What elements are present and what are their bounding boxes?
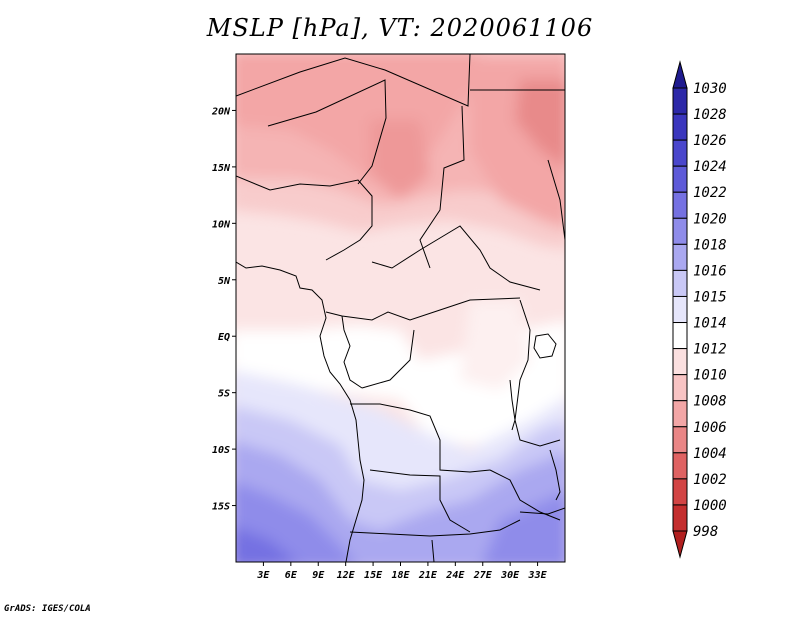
lon-tick-label: 33E bbox=[528, 570, 548, 581]
border-sahel bbox=[236, 175, 373, 261]
colorbar-swatch bbox=[672, 165, 688, 193]
colorbar-label: 1026 bbox=[693, 133, 727, 149]
colorbar-swatch bbox=[672, 452, 688, 480]
pressure-field bbox=[236, 54, 565, 562]
border-east bbox=[514, 299, 561, 447]
colorbar-label: 1024 bbox=[693, 159, 727, 175]
border-namibia bbox=[349, 519, 521, 537]
lon-tick-label: 18E bbox=[391, 570, 410, 581]
colorbar-swatch bbox=[672, 191, 688, 219]
colorbar-label: 1028 bbox=[693, 107, 727, 123]
border-niger-chad bbox=[267, 79, 387, 185]
border-mozambique bbox=[519, 507, 565, 515]
lat-tick-label: 10S bbox=[212, 445, 230, 456]
lat-tick-label: 15S bbox=[212, 502, 230, 513]
coastline-west bbox=[236, 261, 365, 562]
colorbar-label: 998 bbox=[693, 524, 718, 540]
colorbar-label: 1015 bbox=[693, 289, 727, 305]
border-car bbox=[371, 225, 541, 291]
border-gabon bbox=[341, 315, 363, 389]
nile-east bbox=[547, 159, 565, 241]
footer-credit: GrADS: IGES/COLA bbox=[4, 604, 91, 614]
lat-tick-label: 20N bbox=[211, 106, 231, 117]
colorbar-bottom-arrow bbox=[672, 530, 688, 559]
country-borders bbox=[236, 54, 565, 562]
colorbar-label: 1012 bbox=[693, 342, 727, 358]
lat-tick-label: 10N bbox=[212, 219, 231, 230]
longitude-axis: 3E 6E 9E 12E 15E 18E 21E 24E 27E 30E 33E bbox=[256, 562, 548, 581]
colorbar-swatch bbox=[672, 400, 688, 428]
colorbar-label: 1014 bbox=[693, 316, 727, 332]
colorbar-label: 1004 bbox=[693, 446, 727, 462]
border-botswana bbox=[431, 539, 435, 562]
chart-title: MSLP [hPa], VT: 2020061106 bbox=[206, 14, 594, 42]
border-sahara bbox=[236, 54, 471, 107]
lon-tick-label: 6E bbox=[285, 570, 298, 581]
border-drc-angola bbox=[350, 403, 491, 473]
colorbar-swatch bbox=[672, 295, 688, 324]
lon-tick-label: 12E bbox=[337, 570, 356, 581]
colorbar-top-arrow bbox=[672, 60, 688, 89]
colorbar-swatch bbox=[672, 87, 688, 115]
colorbar-swatch bbox=[672, 322, 688, 350]
colorbar-label: 1006 bbox=[693, 420, 727, 436]
colorbar-label: 1022 bbox=[693, 185, 727, 201]
lon-tick-label: 24E bbox=[445, 570, 465, 581]
colorbar-label: 1008 bbox=[693, 394, 727, 410]
lat-tick-label: 5S bbox=[218, 389, 230, 400]
colorbar-swatch bbox=[672, 504, 688, 532]
colorbar-label: 1020 bbox=[693, 211, 727, 227]
colorbar-swatch bbox=[672, 217, 688, 245]
colorbar-swatch bbox=[672, 243, 688, 271]
lat-tick-label: 15N bbox=[212, 163, 231, 174]
lon-tick-label: 21E bbox=[418, 570, 438, 581]
lon-tick-label: 30E bbox=[500, 570, 520, 581]
lon-tick-label: 27E bbox=[473, 570, 493, 581]
lake-victoria bbox=[533, 333, 557, 359]
lon-tick-label: 3E bbox=[256, 570, 270, 581]
lon-tick-label: 9E bbox=[312, 570, 325, 581]
lake-malawi bbox=[549, 449, 561, 501]
colorbar-label: 1000 bbox=[693, 498, 727, 514]
lake-tanganyika bbox=[509, 379, 516, 431]
colorbar-label: 1002 bbox=[693, 472, 727, 488]
colorbar-swatch bbox=[672, 348, 688, 376]
colorbar-label: 1018 bbox=[693, 237, 727, 253]
colorbar-label: 1030 bbox=[693, 81, 727, 97]
border-angola-zambia bbox=[369, 469, 471, 533]
border-drc-west bbox=[361, 329, 415, 389]
colorbar-label: 1016 bbox=[693, 263, 727, 279]
colorbar: 1030 1028 1026 1024 1022 1020 1018 1016 1015 1014… bbox=[672, 60, 727, 559]
colorbar-swatch bbox=[672, 374, 688, 402]
colorbar-swatch bbox=[672, 269, 688, 297]
lat-tick-label: EQ bbox=[218, 332, 230, 343]
colorbar-swatch bbox=[672, 478, 688, 506]
lat-tick-label: 5N bbox=[218, 276, 231, 287]
colorbar-swatch bbox=[672, 426, 688, 454]
colorbar-swatch bbox=[672, 113, 688, 141]
border-chad-sudan bbox=[419, 105, 465, 269]
border-congo-north bbox=[325, 297, 521, 321]
colorbar-swatch bbox=[672, 139, 688, 167]
colorbar-label: 1010 bbox=[693, 368, 727, 384]
latitude-axis: 20N 15N 10N 5N EQ 5S 10S 15S bbox=[211, 106, 236, 513]
border-zambia bbox=[489, 469, 561, 521]
lon-tick-label: 15E bbox=[364, 570, 383, 581]
